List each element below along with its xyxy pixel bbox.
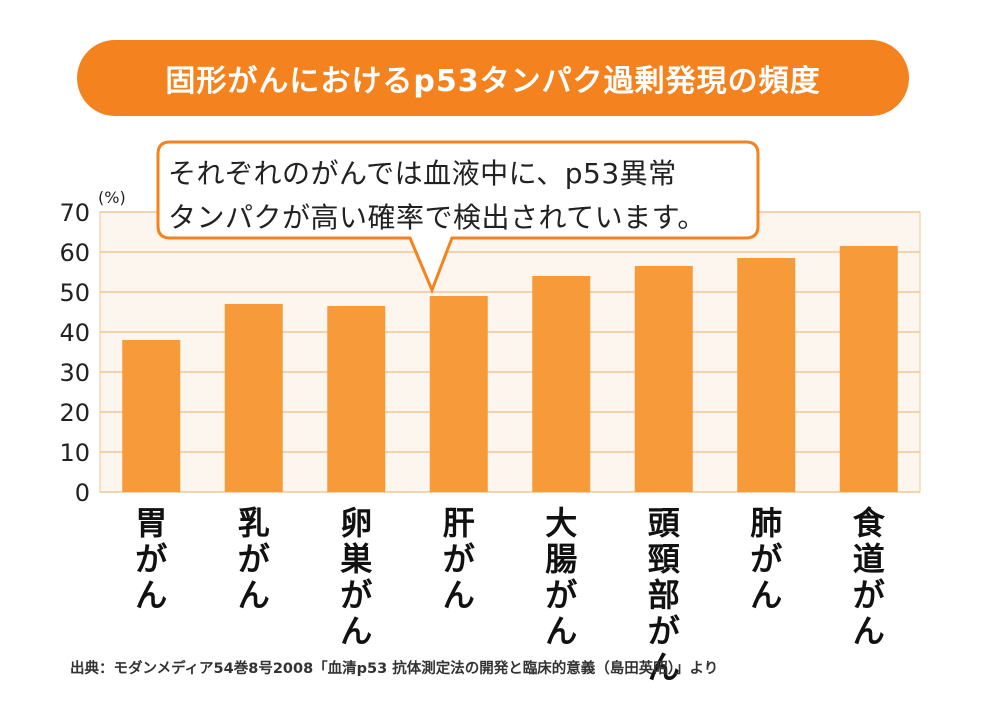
x-tick-label: 胃がん (135, 504, 168, 614)
bar (737, 258, 796, 492)
y-axis-unit: (%) (98, 188, 126, 207)
x-tick-label: 頭頸部がん (647, 504, 680, 686)
bar (122, 340, 181, 492)
plot-area (99, 211, 921, 493)
callout-line-2: タンパクが高い確率で検出されています。 (168, 201, 706, 234)
y-tick-label: 20 (59, 399, 90, 427)
bar (327, 306, 386, 492)
y-tick-label: 30 (59, 359, 90, 387)
x-tick-label: 大腸がん (545, 504, 578, 650)
y-tick-label: 50 (59, 279, 90, 307)
y-tick-label: 10 (59, 439, 90, 467)
x-tick-label: 肝がん (442, 504, 475, 614)
bar (429, 296, 488, 492)
callout-bubble (156, 140, 760, 295)
x-tick-label: 乳がん (237, 504, 270, 614)
chart-title: 固形がんにおけるp53タンパク過剰発現の頻度 (77, 40, 909, 116)
source-note: 出典：モダンメディア54巻8号2008「血清p53 抗体測定法の開発と臨床的意義… (70, 661, 719, 677)
callout-text: それぞれのがんでは血液中に、p53異常 タンパクが高い確率で検出されています。 (168, 152, 758, 240)
y-axis: 0 10 20 30 40 50 60 70 (59, 199, 90, 507)
bar (532, 276, 591, 492)
bars (122, 246, 898, 492)
x-tick-label: 卵巣がん (340, 504, 373, 650)
y-tick-label: 70 (59, 199, 90, 227)
x-tick-label: 肺がん (750, 504, 783, 614)
bar (224, 304, 283, 492)
callout-line-1: それぞれのがんでは血液中に、p53異常 (168, 157, 677, 190)
bar (634, 266, 693, 492)
y-tick-label: 0 (75, 479, 90, 507)
bar (839, 246, 898, 492)
y-tick-label: 40 (59, 319, 90, 347)
y-tick-label: 60 (59, 239, 90, 267)
x-tick-label: 食道がん (852, 504, 885, 650)
